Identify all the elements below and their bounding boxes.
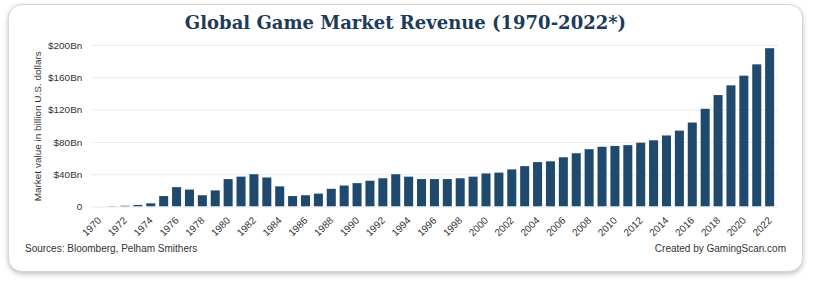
svg-text:$160Bn: $160Bn [48,72,82,83]
svg-text:2012: 2012 [621,214,645,238]
html-text:Created by GamingScan.com: Created by GamingScan.com [654,243,786,255]
svg-text:$40Bn: $40Bn [54,169,83,180]
svg-text:$80Bn: $80Bn [54,137,83,148]
svg-text:1980: 1980 [209,214,233,238]
svg-text:2020: 2020 [725,214,749,238]
svg-text:1984: 1984 [260,214,284,238]
svg-text:2000: 2000 [467,214,491,238]
svg-text:1978: 1978 [183,214,207,238]
svg-text:2016: 2016 [673,214,697,238]
svg-text:1996: 1996 [415,214,439,238]
svg-text:2006: 2006 [544,214,568,238]
svg-text:$200Bn: $200Bn [48,40,82,51]
svg-text:1986: 1986 [286,214,310,238]
svg-text:$120Bn: $120Bn [48,104,82,115]
svg-text:1992: 1992 [364,214,388,238]
svg-text:0: 0 [77,201,83,212]
svg-text:2008: 2008 [570,214,594,238]
svg-text:1998: 1998 [441,214,465,238]
svg-text:1972: 1972 [106,214,130,238]
svg-text:2022: 2022 [750,214,774,238]
html-text:Global Game Market Revenue (19: Global Game Market Revenue (1970-2022*) [184,12,627,33]
svg-text:1970: 1970 [80,214,104,238]
svg-text:1974: 1974 [131,214,155,238]
html-text:Sources: Bloomberg, Pelham Smi: Sources: Bloomberg, Pelham Smithers [25,243,198,255]
svg-text:1990: 1990 [338,214,362,238]
svg-text:2002: 2002 [492,214,516,238]
svg-text:2010: 2010 [596,214,620,238]
svg-text:Market value in billion U.S. d: Market value in billion U.S. dollars [32,51,43,201]
svg-text:1988: 1988 [312,214,336,238]
svg-text:2014: 2014 [647,214,671,238]
svg-text:1994: 1994 [389,214,413,238]
svg-text:1976: 1976 [157,214,181,238]
svg-text:2018: 2018 [699,214,723,238]
svg-text:2004: 2004 [518,214,542,238]
svg-text:1982: 1982 [235,214,259,238]
